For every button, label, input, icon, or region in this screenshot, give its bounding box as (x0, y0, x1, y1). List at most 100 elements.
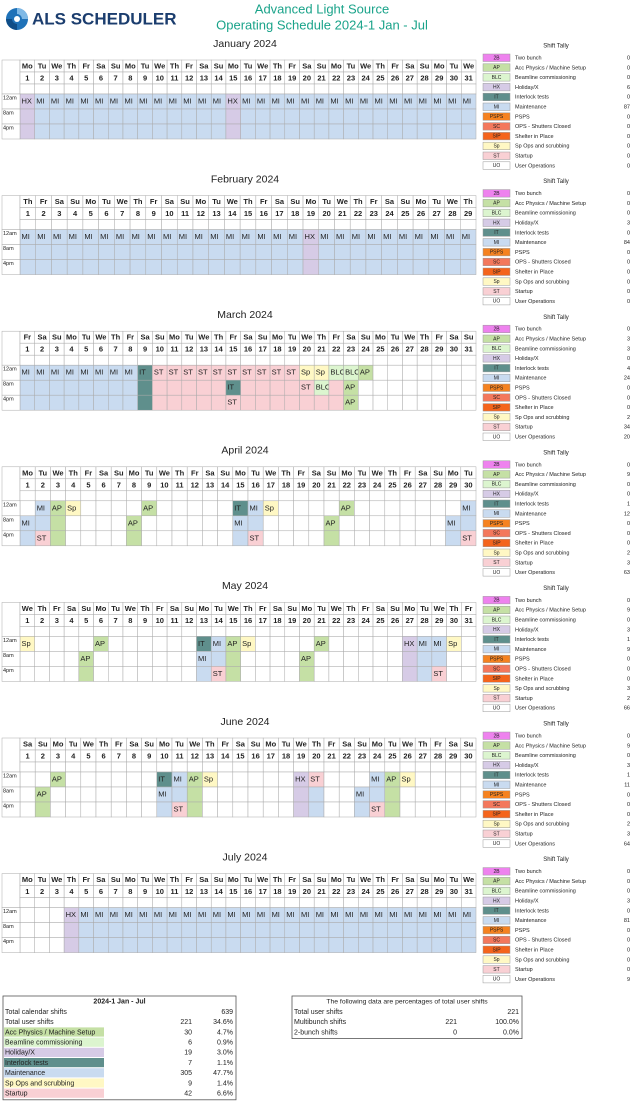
day-label: 27 (406, 887, 414, 896)
day-label: 9 (143, 616, 147, 625)
shift-code: MI (257, 96, 265, 105)
weekday-label: Tu (347, 61, 356, 70)
shift-code: AP (95, 639, 105, 648)
legend-name: PSPS (515, 657, 530, 663)
shift-cell (202, 515, 218, 532)
shift-cell (369, 530, 386, 547)
spacer-cell (186, 761, 203, 773)
shift-cell (34, 771, 51, 788)
shift-cell (430, 500, 446, 517)
spacer-cell (387, 626, 403, 637)
shift-cell (387, 651, 403, 667)
day-label: 13 (200, 345, 208, 354)
shift-code: MI (371, 774, 379, 783)
shift-cell (108, 108, 124, 125)
tally-count: 0 (627, 385, 630, 391)
shift-cell (446, 666, 462, 682)
weekday-label: Su (400, 197, 410, 206)
legend-code: HX (493, 898, 501, 904)
tally-count: 0 (627, 541, 630, 547)
spacer-cell (284, 626, 300, 637)
shift-cell (287, 259, 304, 275)
weekday-label: Mo (235, 468, 246, 477)
tally-count: 2 (627, 822, 630, 828)
shift-code: MI (183, 910, 191, 919)
shift-cell (19, 244, 36, 260)
spacer-cell (299, 83, 315, 95)
day-label: 9 (147, 480, 151, 489)
spacer-cell (255, 626, 271, 637)
spacer-cell (19, 219, 36, 230)
shift-cell (196, 108, 212, 125)
day-label: 11 (176, 480, 184, 489)
spacer-cell (358, 897, 374, 908)
shift-cell (269, 379, 286, 396)
shift-cell (461, 651, 477, 667)
month-title: March 2024 (217, 309, 273, 321)
day-label: 5 (84, 887, 88, 896)
spacer-cell (313, 626, 330, 637)
day-label: 9 (143, 887, 147, 896)
weekday-label: Tu (141, 875, 150, 884)
shift-code: IT (227, 383, 234, 392)
shift-cell (80, 500, 97, 517)
legend-code: HX (493, 220, 501, 226)
legend-swatch (482, 53, 511, 62)
legend-swatch (482, 509, 511, 518)
shift-cell (145, 259, 162, 275)
day-label: 2 (41, 480, 45, 489)
spacer-cell (166, 354, 183, 366)
shift-code: MI (139, 96, 147, 105)
shift-cell (181, 937, 197, 953)
tally-count: 1 (627, 637, 630, 643)
day-label: 28 (448, 209, 456, 218)
day-label: 6 (104, 209, 108, 218)
spacer-cell (414, 490, 431, 502)
spacer-cell (445, 490, 462, 502)
legend-code: ST (493, 696, 499, 702)
weekday-label: We (51, 61, 62, 70)
shift-code: Sp (67, 503, 76, 512)
shift-code: ST (371, 804, 381, 813)
spacer-cell (196, 354, 212, 366)
shift-code: MI (22, 518, 30, 527)
day-label: 24 (362, 73, 371, 82)
shift-cell (262, 786, 279, 803)
legend-code: Sp (493, 957, 499, 963)
weekday-label: Fr (404, 468, 412, 477)
weekday-label: Su (111, 61, 121, 70)
shift-cell (108, 666, 124, 682)
legend-name: User Operations (515, 977, 555, 983)
tally-count: 0 (627, 327, 630, 333)
weekday-label: Fr (328, 739, 336, 748)
weekday-label: Fr (191, 468, 199, 477)
shift-cell (430, 771, 446, 788)
shift-cell (255, 394, 271, 411)
weekday-label: Mo (404, 604, 415, 613)
tally-count: 4 (627, 366, 630, 372)
legend-name: Two bunch (515, 598, 542, 604)
shift-code: MI (257, 232, 265, 241)
weekday-label: We (301, 333, 312, 342)
shift-cell (98, 244, 115, 260)
shift-cell (49, 123, 65, 140)
legend-name: User Operations (515, 570, 555, 576)
weekday-label: We (227, 197, 238, 206)
spacer-cell (460, 761, 477, 773)
spacer-cell (446, 897, 462, 908)
shift-cell (313, 394, 330, 411)
tally-count: 0 (627, 733, 630, 739)
spacer-cell (397, 219, 414, 230)
spacer-cell (323, 490, 340, 502)
shift-cell (372, 364, 388, 381)
shift-cell (446, 364, 462, 381)
weekday-label: Mo (434, 875, 445, 884)
day-label: 8 (132, 751, 136, 760)
spacer-cell (171, 761, 188, 773)
weekday-label: Mo (372, 739, 383, 748)
legend-name: Two bunch (515, 869, 542, 875)
shift-cell (110, 786, 127, 803)
shift-cell (262, 801, 279, 818)
weekday-label: Su (180, 197, 190, 206)
spacer-cell (372, 897, 388, 908)
